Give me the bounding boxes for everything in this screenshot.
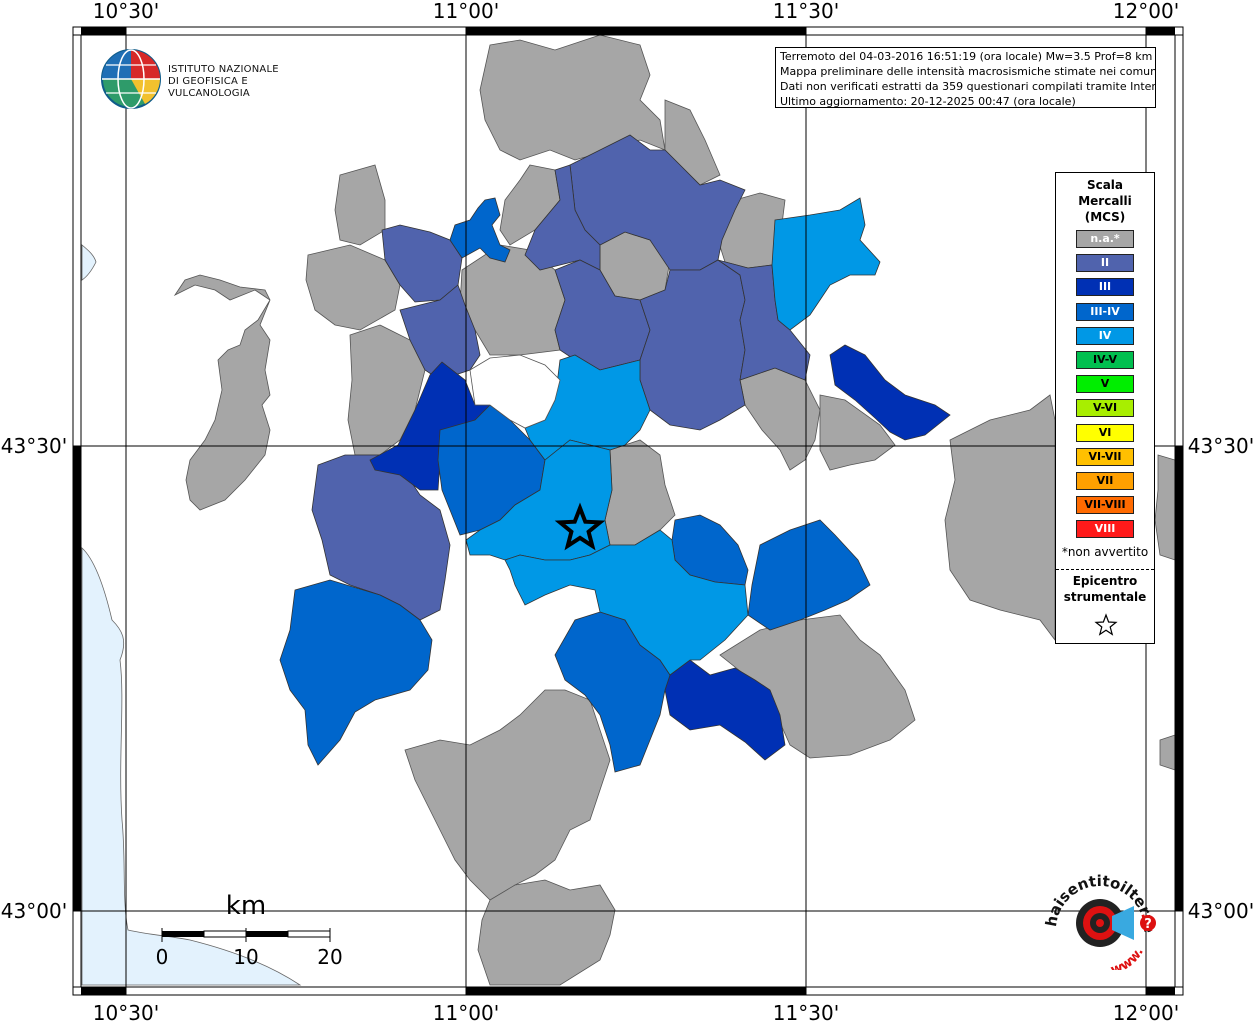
lat-label-right-2: 43°00' [1188,899,1254,923]
sea-area [81,547,302,986]
haisentito-logo: haisentitoilterremoto .it www. ? [1030,846,1164,978]
lon-label-top-4: 12°00' [1113,0,1179,23]
event-info-box: Terremoto del 04-03-2016 16:51:19 (ora l… [775,47,1156,108]
legend-title-line2: Mercalli [1078,194,1132,208]
legend-scale-item: III-IV [1076,302,1134,321]
event-info-line1: Terremoto del 04-03-2016 16:51:19 (ora l… [780,50,1153,63]
lon-label-top-2: 11°00' [433,0,499,23]
haisentito-logo-icon: haisentitoilterremoto .it www. ? [1030,846,1158,978]
municipalities-II [311,134,811,621]
legend-scale-item: II [1076,254,1134,273]
ingv-logo-text: ISTITUTO NAZIONALE DI GEOFISICA E VULCAN… [168,64,330,100]
lon-label-top-1: 10°30' [93,0,159,23]
lat-label-left-1: 43°30' [1,434,67,458]
legend-title-line1: Scala [1086,178,1124,192]
legend-scale-item: IV [1076,326,1134,345]
legend-scale-item: IV-V [1076,351,1134,369]
event-info-line4: Ultimo aggiornamento: 20-12-2025 00:47 (… [780,95,1076,108]
lat-label-right-1: 43°30' [1188,434,1254,458]
lon-label-bottom-3: 11°30' [773,1001,839,1024]
legend-separator [1056,569,1154,570]
event-info-line2: Mappa preliminare delle intensità macros… [780,65,1156,78]
scale-bar-label-0: 0 [156,945,169,969]
municipalities-na [173,34,1176,986]
mcs-legend: Scala Mercalli (MCS) n.a.* II III III-IV IV I… [1055,172,1155,644]
ingv-logo-line1: ISTITUTO NAZIONALE [168,64,279,75]
legend-scale-item: VII-VIII [1076,496,1134,515]
epicenter-star-icon [554,502,606,551]
unmapped-area [469,354,561,429]
lat-label-left-2: 43°00' [1,899,67,923]
lon-label-bottom-1: 10°30' [93,1001,159,1024]
municipalities-III [369,344,951,761]
legend-epicenter-line1: Epicentro [1072,574,1138,588]
lon-label-bottom-2: 11°00' [433,1001,499,1024]
haisentito-www-text: www. [1109,945,1147,978]
legend-scale-item: V-VI [1076,399,1134,418]
legend-epicenter-line2: strumentale [1063,590,1147,604]
sea-area-top [81,244,97,281]
ingv-logo: ISTITUTO NAZIONALE DI GEOFISICA E VULCAN… [100,48,330,110]
lon-label-top-3: 11°30' [773,0,839,23]
legend-scale-item: III [1076,278,1134,297]
legend-scale-item: VIII [1076,520,1134,539]
legend-scale-item: n.a.* [1076,230,1134,248]
event-info-line3: Dati non verificati estratti da 359 ques… [780,80,1156,93]
legend-title: Scala Mercalli (MCS) [1056,177,1154,225]
legend-scale-item: VI [1076,423,1134,442]
svg-text:www.: www. [1109,945,1147,970]
globe-icon [101,49,161,109]
municipalities-III-IV [279,197,871,773]
legend-epicenter-label: Epicentro strumentale [1056,573,1154,605]
scale-bar: km 0 10 20 [156,891,343,969]
map-frame [72,26,1184,996]
legend-star-icon [1094,613,1118,636]
legend-scale-item: VI-VII [1076,447,1134,466]
legend-title-line3: (MCS) [1084,210,1126,224]
scale-bar-label-20: 20 [317,945,342,969]
legend-scale-item: V [1076,375,1134,394]
haisentito-question-mark: ? [1144,917,1152,932]
scale-bar-unit: km [226,891,266,921]
legend-scale-item: VII [1076,472,1134,490]
lon-label-bottom-4: 12°00' [1113,1001,1179,1024]
legend-note: *non avvertito [1061,545,1149,559]
ingv-logo-line2: DI GEOFISICA E VULCANOLOGIA [168,76,250,99]
municipalities-IV [465,197,881,676]
scale-bar-label-10: 10 [233,945,258,969]
